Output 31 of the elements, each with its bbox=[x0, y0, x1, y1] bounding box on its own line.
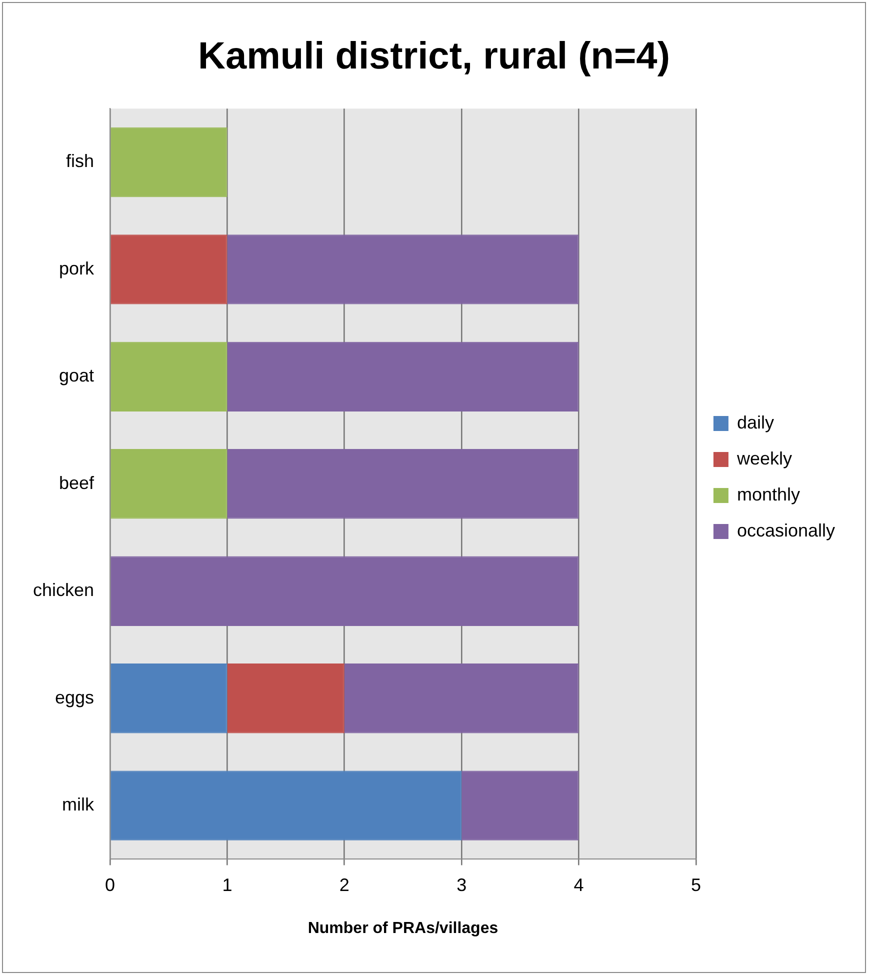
bar bbox=[110, 449, 228, 519]
y-tick-label: fish bbox=[66, 151, 94, 172]
x-tick-label: 4 bbox=[574, 874, 584, 895]
x-axis-title: Number of PRAs/villages bbox=[308, 920, 498, 937]
bar bbox=[344, 664, 579, 734]
bar bbox=[110, 342, 228, 412]
y-tick-label: milk bbox=[62, 794, 96, 815]
bar bbox=[227, 234, 579, 304]
y-tick-label: goat bbox=[58, 366, 94, 386]
chart-title: Kamuli district, rural (n=4) bbox=[198, 35, 670, 78]
y-tick-label: pork bbox=[59, 258, 96, 278]
x-tick-label: 5 bbox=[690, 874, 701, 895]
bar bbox=[110, 556, 579, 626]
y-tick-label: beef bbox=[58, 472, 96, 493]
bar bbox=[110, 770, 462, 840]
bar bbox=[227, 664, 344, 734]
bar bbox=[110, 234, 228, 304]
x-tick-label: 1 bbox=[222, 874, 232, 895]
bar bbox=[227, 342, 579, 412]
y-tick-label: chicken bbox=[33, 580, 94, 600]
x-tick-label: 3 bbox=[456, 874, 467, 895]
legend-label: weekly bbox=[736, 448, 792, 468]
bar bbox=[462, 770, 579, 840]
bar bbox=[227, 449, 579, 519]
x-tick-label: 2 bbox=[339, 874, 350, 895]
legend-label: daily bbox=[736, 412, 774, 432]
legend-label: monthly bbox=[736, 484, 800, 504]
x-tick-label: 0 bbox=[105, 874, 116, 895]
y-tick-label: eggs bbox=[54, 687, 94, 708]
bar bbox=[110, 664, 228, 734]
legend-label: occasionally bbox=[736, 520, 836, 540]
